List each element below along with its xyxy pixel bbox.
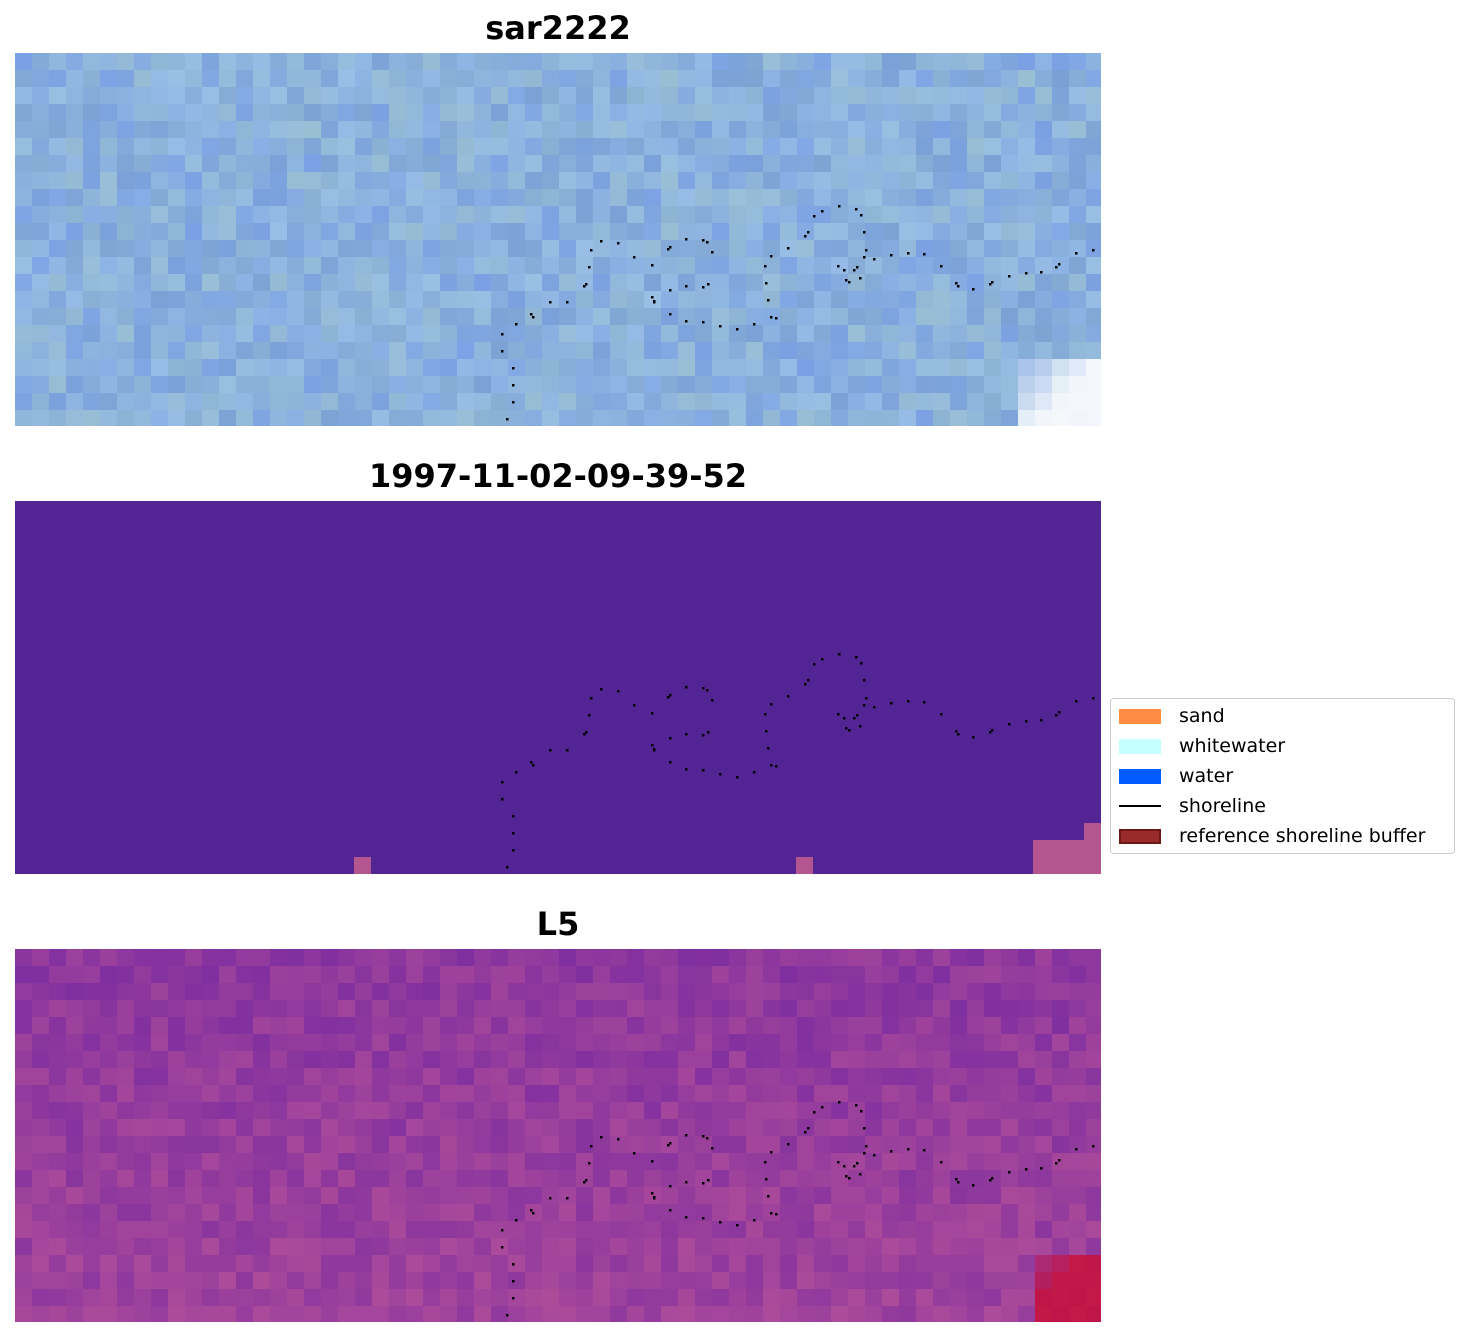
legend-item-water: water <box>1119 764 1233 788</box>
legend-label-reference-buffer: reference shoreline buffer <box>1179 825 1426 847</box>
rgb-image-panel <box>15 53 1101 426</box>
classification-pixel-grid <box>15 501 1101 874</box>
shoreline-dots <box>501 1101 1095 1317</box>
legend-item-whitewater: whitewater <box>1119 734 1285 758</box>
whitewater-swatch <box>1119 738 1161 754</box>
panel-title-date: 1997-11-02-09-39-52 <box>368 457 748 495</box>
panel-title-rgb: sar2222 <box>485 9 631 47</box>
sand-swatch <box>1119 708 1161 724</box>
legend: sand whitewater water shoreline referenc… <box>1110 698 1455 854</box>
shoreline-line-swatch <box>1119 805 1161 807</box>
shoreline-dots <box>501 653 1095 869</box>
classification-image-panel <box>15 501 1101 874</box>
legend-label-shoreline: shoreline <box>1179 795 1266 817</box>
index-image-panel <box>15 949 1101 1322</box>
shoreline-dots <box>501 205 1095 421</box>
legend-label-whitewater: whitewater <box>1179 735 1286 757</box>
rgb-pixel-grid <box>15 53 1101 426</box>
panel-title-satellite: L5 <box>536 905 580 943</box>
legend-item-sand: sand <box>1119 704 1225 728</box>
legend-item-shoreline: shoreline <box>1119 794 1266 818</box>
legend-label-sand: sand <box>1179 705 1225 727</box>
legend-label-water: water <box>1179 765 1234 787</box>
reference-buffer-swatch <box>1119 828 1161 844</box>
index-pixel-grid <box>15 949 1101 1322</box>
legend-item-reference-buffer: reference shoreline buffer <box>1119 824 1425 848</box>
water-swatch <box>1119 768 1161 784</box>
